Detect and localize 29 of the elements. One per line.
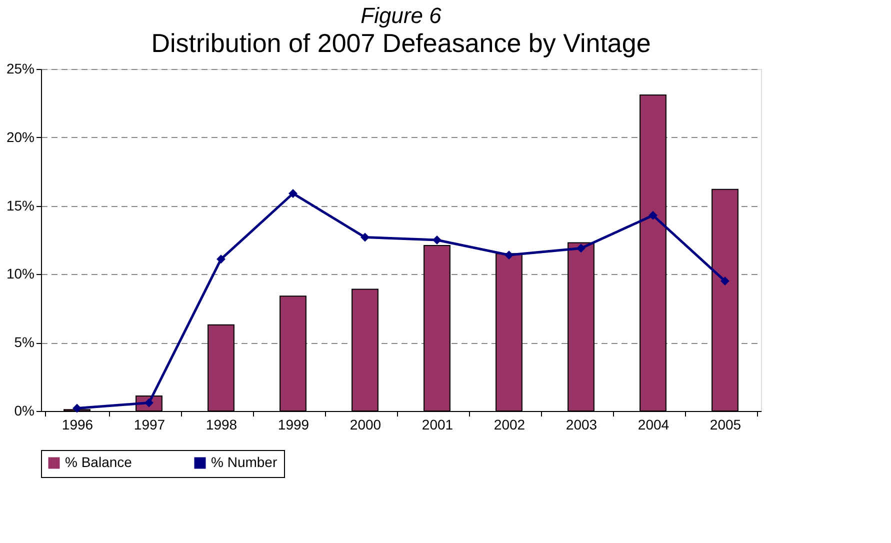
x-tick-label: 2002 (494, 416, 526, 432)
x-tick-label: 1996 (62, 416, 94, 432)
point (360, 232, 370, 242)
legend-label: % Balance (65, 454, 132, 470)
x-tick-label: 1997 (134, 416, 166, 432)
legend-label: % Number (211, 454, 278, 470)
x-tick-label: 2000 (350, 416, 382, 432)
point (432, 236, 442, 244)
point (216, 254, 226, 264)
point (720, 276, 730, 286)
point (576, 244, 586, 253)
x-tick-label: 2003 (566, 416, 598, 432)
y-tick-label: 5% (14, 334, 34, 350)
x-tick-label: 2005 (710, 416, 742, 432)
y-tick-label: 10% (6, 266, 34, 282)
y-tick-label: 15% (6, 197, 34, 214)
x-tick-label: 2004 (638, 416, 670, 432)
x-tick-label: 2001 (422, 416, 454, 432)
chart-subtitle: Distribution of 2007 Defeasance by Vintage (151, 28, 651, 58)
point (72, 404, 82, 413)
y-tick-label: 20% (6, 128, 34, 145)
point (288, 189, 298, 198)
x-tick-label: 1998 (206, 416, 238, 432)
x-tick-label: 1999 (278, 416, 310, 432)
chart-title: Figure 6 (360, 3, 442, 28)
y-tick-label: 0% (14, 402, 34, 418)
point (648, 210, 658, 220)
point (504, 250, 514, 260)
y-tick-label: 25% (6, 60, 34, 76)
